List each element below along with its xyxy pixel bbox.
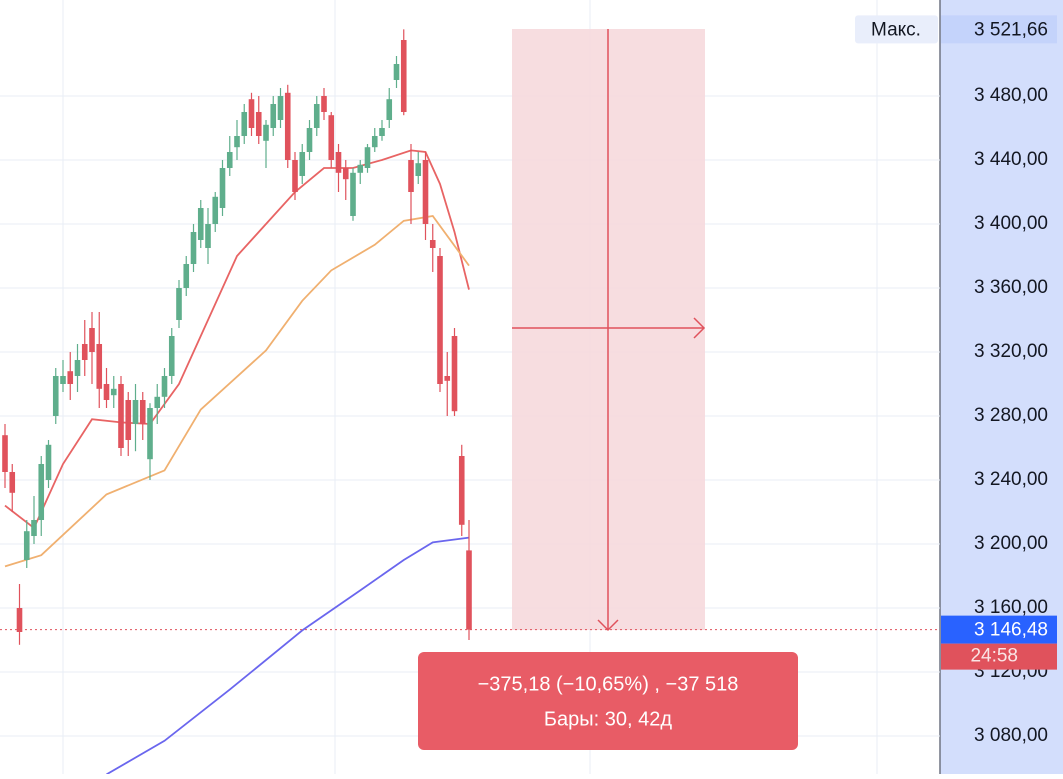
candle-body [81, 344, 88, 360]
candle-body [147, 408, 153, 460]
candle-body [284, 92, 291, 160]
candle-body [400, 40, 407, 112]
y-tick-label: 3 240,00 [974, 469, 1048, 490]
timer-box [941, 643, 1057, 670]
candle-body [270, 104, 277, 128]
candle-body [458, 456, 465, 525]
timer-label: 24:58 [970, 646, 1018, 667]
max-tag: Макс. [871, 19, 921, 40]
candle-body [168, 336, 175, 376]
y-tick-label: 3 360,00 [974, 277, 1048, 298]
candle-body [132, 400, 139, 424]
candle-body [38, 464, 45, 520]
max-tag-box [855, 15, 938, 44]
candle-body [190, 232, 197, 264]
y-tick-label: 3 080,00 [974, 725, 1048, 746]
candle-body [96, 344, 103, 389]
y-tick-label: 3 440,00 [974, 149, 1048, 170]
last-price-label: 3 146,48 [974, 620, 1048, 641]
measure-tooltip [418, 652, 798, 750]
candle-body [52, 376, 59, 416]
candle-body [350, 172, 356, 216]
candle-body [139, 400, 146, 424]
moving-average [4, 215, 470, 568]
candle-body [16, 608, 23, 632]
candle-body [23, 531, 30, 560]
candle-body [219, 168, 226, 208]
candle-body [422, 160, 429, 224]
max-value-box [941, 15, 1057, 44]
candle-body [161, 376, 168, 397]
candle-body [60, 376, 66, 384]
candle-body [379, 128, 385, 136]
candle-body [292, 160, 298, 192]
candle-body [277, 96, 284, 120]
candle-body [429, 240, 436, 248]
moving-average [106, 536, 470, 776]
candle-body [364, 147, 371, 168]
y-tick-label: 3 280,00 [974, 405, 1048, 426]
measure-h-arrowhead [693, 317, 706, 339]
candle-body [45, 444, 52, 480]
candle-body [313, 104, 320, 128]
candle-body [31, 520, 37, 536]
candle-body [437, 256, 443, 384]
measure-bars: Бары: 30, 42д [544, 708, 672, 730]
max-value-label: 3 521,66 [974, 19, 1048, 40]
candle-body [444, 376, 451, 381]
candle-body [306, 128, 313, 152]
candle-body [335, 152, 342, 173]
candle-body [393, 64, 400, 80]
candle-body [408, 160, 414, 192]
y-tick-label: 3 400,00 [974, 213, 1048, 234]
candle-body [176, 288, 182, 320]
candle-body [321, 96, 327, 112]
candle-body [205, 224, 211, 248]
candle-body [263, 124, 269, 141]
candle-body [118, 384, 124, 448]
candle-body [371, 136, 378, 148]
candle-body [103, 384, 110, 400]
candle-body [2, 435, 8, 472]
candle-body [415, 163, 422, 176]
candle-body [241, 112, 248, 136]
candle-body [466, 550, 472, 630]
candle-body [74, 360, 81, 376]
measure-text: −375,18 (−10,65%) , −37 518 [478, 673, 739, 695]
candle-body [197, 208, 204, 240]
candle-body [342, 168, 349, 180]
candle-body [357, 164, 364, 173]
candle-body [212, 196, 219, 224]
candle-body [154, 396, 161, 408]
candle-body [386, 99, 393, 120]
candle-body [299, 152, 306, 176]
candle-body [255, 112, 262, 136]
candle-body [9, 472, 16, 493]
candle-body [125, 400, 132, 440]
candle-body [183, 264, 190, 288]
moving-average [4, 149, 470, 530]
y-tick-label: 3 160,00 [974, 597, 1048, 618]
y-tick-label: 3 480,00 [974, 85, 1048, 106]
y-tick-label: 3 320,00 [974, 341, 1048, 362]
candle-body [67, 371, 74, 384]
candle-body [110, 388, 117, 396]
candle-body [451, 336, 458, 412]
y-tick-label: 3 200,00 [974, 533, 1048, 554]
candle-body [234, 136, 240, 148]
candle-body [248, 99, 255, 128]
last-price-box [941, 615, 1057, 644]
candle-body [328, 115, 335, 160]
candle-body [226, 152, 233, 168]
candle-body [89, 328, 95, 352]
measure-v-arrowhead [597, 619, 619, 632]
